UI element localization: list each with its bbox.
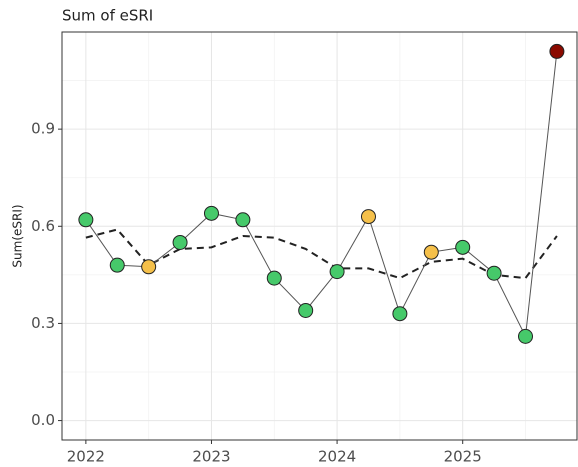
- point: [109, 257, 125, 273]
- trend-line: [85, 228, 558, 280]
- point: [78, 212, 94, 228]
- point: [360, 209, 376, 225]
- y-tick-label: 0.0: [31, 411, 55, 429]
- point: [455, 239, 471, 255]
- point: [203, 205, 219, 221]
- point: [392, 306, 408, 322]
- y-tick-label: 0.9: [31, 120, 55, 138]
- x-tick-label: 2023: [192, 448, 230, 466]
- x-tick-label: 2022: [67, 448, 105, 466]
- point: [266, 270, 282, 286]
- y-tick-label: 0.3: [31, 314, 55, 332]
- chart-title: Sum of eSRI: [62, 7, 153, 25]
- y-axis-label: Sum(eSRI): [11, 204, 25, 267]
- x-tick-label: 2025: [444, 448, 482, 466]
- series-line: [85, 51, 558, 339]
- point: [329, 264, 345, 280]
- panel-border: [61, 31, 578, 441]
- point: [423, 244, 439, 260]
- point: [141, 259, 157, 275]
- point: [518, 328, 533, 344]
- point: [172, 234, 188, 250]
- point: [549, 43, 565, 59]
- point: [298, 302, 314, 318]
- point: [486, 265, 502, 281]
- x-tick-label: 2024: [318, 448, 356, 466]
- point: [235, 212, 251, 228]
- y-tick-label: 0.6: [31, 217, 55, 235]
